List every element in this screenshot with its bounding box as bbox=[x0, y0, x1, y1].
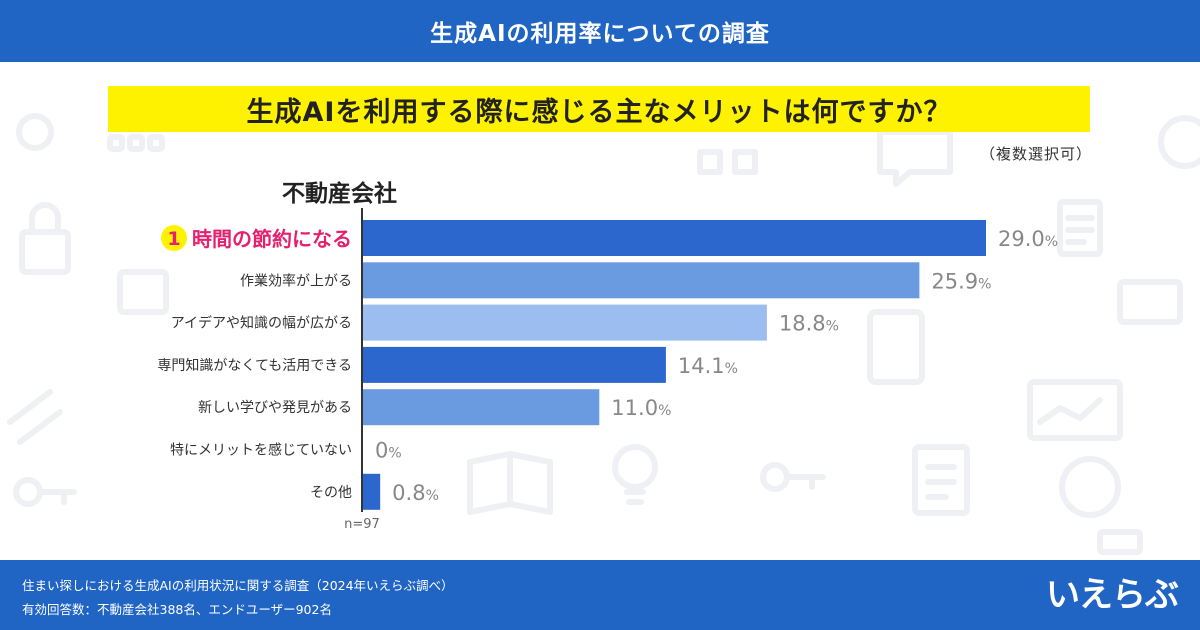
gauge-icon bbox=[1059, 456, 1121, 518]
category-label-3: アイデアや知識の幅が広がる bbox=[171, 315, 352, 332]
footer-respondents: 有効回答数：不動産会社388名、エンドユーザー902名 bbox=[22, 602, 332, 617]
category-label-2: 作業効率が上がる bbox=[240, 272, 352, 289]
footer-source: 住まい探しにおける生成AIの利用状況に関する調査（2024年いえらぶ調べ） bbox=[22, 578, 454, 593]
bar-7 bbox=[363, 473, 381, 510]
value-label-3: 18.8% bbox=[779, 312, 839, 336]
value-label-2: 25.9% bbox=[931, 269, 991, 293]
bar-chart: 時間の節約になる 1 29.0% 作業効率が上がる 25.9% アイデアや知識の幅が広がる… bbox=[157, 208, 1058, 532]
multiple-choice-note: （複数選択可） bbox=[979, 145, 1092, 163]
value-label-5: 11.0% bbox=[611, 396, 671, 420]
monitor-icon bbox=[1027, 379, 1123, 441]
category-label-4: 専門知識がなくても活用できる bbox=[157, 357, 352, 374]
gear-icon bbox=[16, 113, 54, 151]
book-icon bbox=[467, 451, 553, 515]
category-label-1: 時間の節約になる bbox=[192, 227, 352, 251]
category-label-5: 新しい学びや発見がある bbox=[198, 400, 352, 416]
bar-4 bbox=[363, 346, 666, 383]
lightbulb-icon bbox=[612, 444, 658, 490]
brand-logo: いえらぶ bbox=[1046, 575, 1179, 615]
bar-5 bbox=[363, 389, 600, 426]
background-icon-pattern bbox=[7, 113, 1200, 555]
sample-size-label: n=97 bbox=[344, 517, 380, 532]
rank-badge-number: 1 bbox=[167, 228, 180, 250]
globe-icon bbox=[1158, 115, 1200, 169]
value-label-4: 14.1% bbox=[678, 354, 738, 378]
segment-title: 不動産会社 bbox=[282, 181, 397, 207]
document-icon bbox=[1057, 199, 1103, 257]
value-label-7: 0.8% bbox=[392, 481, 439, 505]
lock-icon bbox=[19, 229, 71, 275]
header-bar: 生成AIの利用率についての調査 bbox=[0, 0, 1200, 62]
clipboard-icon bbox=[912, 444, 970, 516]
category-label-7: その他 bbox=[310, 485, 352, 501]
value-label-6: 0% bbox=[375, 439, 402, 463]
value-label-1: 29.0% bbox=[998, 227, 1058, 251]
rank-badge bbox=[161, 225, 187, 251]
bar-3 bbox=[363, 304, 767, 341]
header-title: 生成AIの利用率についての調査 bbox=[430, 21, 770, 47]
bar-2 bbox=[363, 262, 920, 299]
tablet-icon bbox=[867, 309, 925, 385]
bar-1 bbox=[363, 220, 986, 256]
question-text: 生成AIを利用する際に感じる主なメリットは何ですか？ bbox=[246, 96, 952, 128]
footer-bar: 住まい探しにおける生成AIの利用状況に関する調査（2024年いえらぶ調べ） 有効… bbox=[0, 560, 1200, 630]
chat-icon bbox=[877, 129, 953, 187]
category-label-6: 特にメリットを感じていない bbox=[170, 442, 352, 459]
question-banner: 生成AIを利用する際に感じる主なメリットは何ですか？ bbox=[108, 86, 1090, 132]
